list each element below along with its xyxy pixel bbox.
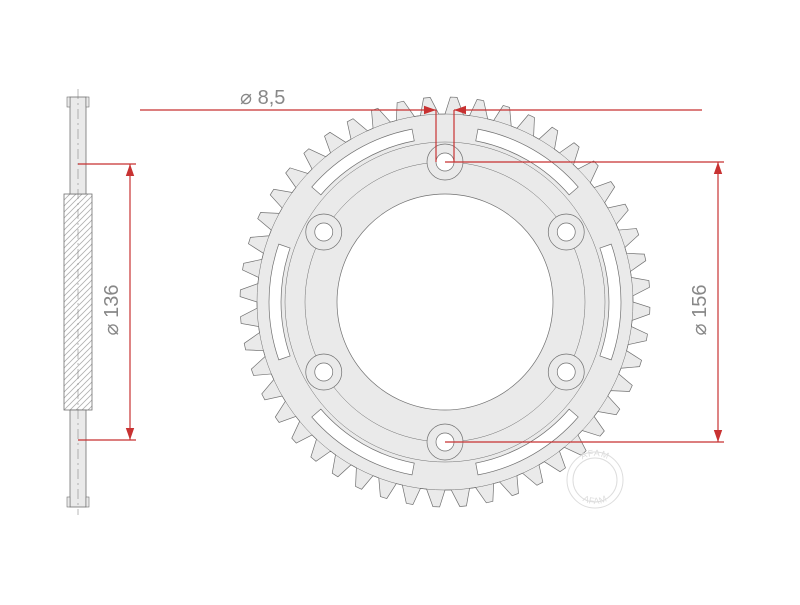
side-tooth-nub [67,97,70,107]
side-tooth-nub [86,497,89,507]
bolt-hole [315,223,333,241]
bolt-hole [315,363,333,381]
bolt-hole [557,223,575,241]
dim-arrow [714,162,722,174]
dim-arrow [126,164,134,176]
watermark-ring [573,458,617,502]
side-tooth-nub [86,97,89,107]
bolt-hole [557,363,575,381]
dim-label-156: ⌀ 156 [689,285,711,336]
dim-label-8p5: ⌀ 8,5 [240,87,285,109]
dim-arrow [714,430,722,442]
dim-label-136: ⌀ 136 [101,285,123,336]
watermark-text: AFAM [581,493,608,506]
side-tooth-nub [67,497,70,507]
dim-arrow [126,428,134,440]
